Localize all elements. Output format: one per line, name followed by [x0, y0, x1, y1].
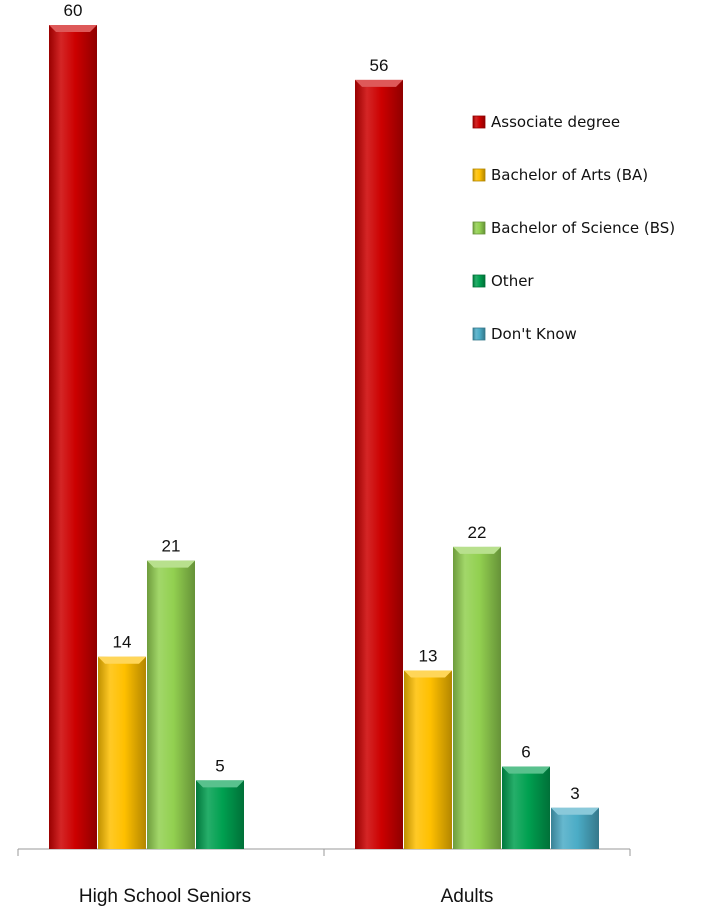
bar-bachelor-of-arts-ba: [404, 670, 452, 849]
value-label: 60: [64, 1, 83, 20]
legend-label: Bachelor of Arts (BA): [491, 166, 648, 184]
value-label: 6: [521, 743, 530, 762]
bar-bachelor-of-science-bs: [147, 560, 195, 849]
bar-cap-associate-degree: [355, 79, 403, 87]
legend: Associate degree Bachelor of Arts (BA) Bac…: [472, 113, 675, 343]
bar-other: [196, 780, 244, 849]
bar-cap-bachelor-of-science-bs: [453, 546, 501, 554]
bars-group: [49, 25, 599, 849]
legend-label: Associate degree: [491, 113, 620, 131]
bar-cap-bachelor-of-arts-ba: [404, 670, 452, 678]
value-label: 56: [370, 56, 389, 75]
bar-cap-other: [502, 766, 550, 774]
value-label: 14: [113, 633, 132, 652]
bar-cap-bachelor-of-arts-ba: [98, 656, 146, 664]
value-label: 13: [419, 646, 438, 665]
value-label: 21: [162, 537, 181, 556]
category-label: Adults: [441, 886, 494, 907]
legend-label: Other: [491, 272, 534, 290]
value-label: 22: [468, 523, 487, 542]
bar-cap-bachelor-of-science-bs: [147, 560, 195, 568]
bar-other: [502, 766, 550, 849]
bar-cap-other: [196, 780, 244, 788]
bar-bachelor-of-science-bs: [453, 546, 501, 849]
category-labels-group: High School Seniors Adults: [79, 886, 493, 907]
bar-bachelor-of-arts-ba: [98, 656, 146, 849]
legend-swatch: [472, 221, 486, 235]
category-label: High School Seniors: [79, 886, 251, 907]
value-label: 3: [570, 784, 579, 803]
value-label: 5: [215, 756, 224, 775]
legend-swatch: [472, 115, 486, 129]
legend-label: Don't Know: [491, 325, 577, 343]
value-labels-group: 60 14 21 5 56 13 22 6 3: [64, 1, 580, 803]
bar-cap-associate-degree: [49, 25, 97, 32]
legend-swatch: [472, 168, 486, 182]
bar-cap-don-t-know: [551, 807, 599, 815]
bar-associate-degree: [355, 79, 403, 849]
legend-swatch: [472, 274, 486, 288]
legend-label: Bachelor of Science (BS): [491, 219, 675, 237]
legend-swatch: [472, 327, 486, 341]
bar-associate-degree: [49, 25, 97, 849]
